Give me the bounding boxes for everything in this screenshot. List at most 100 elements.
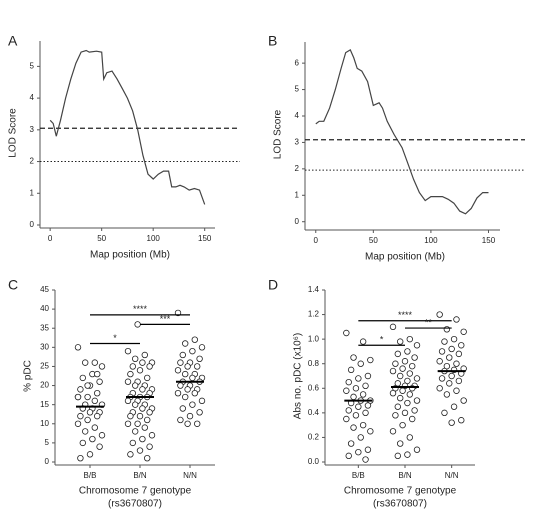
data-point <box>96 443 103 450</box>
data-point <box>350 424 357 431</box>
x-tick-label: 50 <box>97 234 106 243</box>
lod-line <box>49 49 206 205</box>
data-point <box>413 446 421 453</box>
y-tick-label: 1.2 <box>308 310 320 319</box>
data-point <box>139 359 146 366</box>
data-point <box>129 363 136 370</box>
data-point <box>136 367 144 374</box>
data-point <box>455 377 463 385</box>
data-point <box>389 367 397 375</box>
data-point <box>196 355 203 362</box>
data-point <box>343 387 350 394</box>
data-point <box>81 428 89 435</box>
y-tick-label: 4 <box>295 111 300 120</box>
data-point <box>127 412 134 420</box>
data-point <box>450 335 458 343</box>
x-tick-label: 100 <box>424 236 438 245</box>
data-point <box>77 386 84 393</box>
data-point <box>124 347 132 355</box>
data-point <box>441 409 448 417</box>
data-point <box>89 435 96 443</box>
y-tick-label: 1 <box>295 190 300 199</box>
data-point <box>124 420 132 427</box>
data-point <box>399 365 406 372</box>
data-point <box>362 382 369 390</box>
significance-label: ** <box>425 317 433 327</box>
data-point <box>355 448 362 456</box>
data-point <box>79 439 86 447</box>
data-point <box>458 342 465 349</box>
data-point <box>174 390 182 397</box>
y-tick-label: 0.2 <box>308 433 320 442</box>
data-point <box>413 397 421 404</box>
x-tick-label: 150 <box>198 234 212 243</box>
data-point <box>81 359 89 366</box>
data-point <box>448 372 455 380</box>
x-axis-label: Map position (Mb) <box>365 252 445 263</box>
data-point <box>413 375 421 382</box>
data-point <box>74 344 82 351</box>
data-point <box>446 380 453 387</box>
data-point <box>389 323 397 331</box>
y-tick-label: 0 <box>30 220 35 229</box>
data-point <box>352 385 360 392</box>
data-point <box>436 311 443 318</box>
x-axis-label: Chromosome 7 genotype <box>79 486 192 497</box>
data-point <box>84 416 91 424</box>
data-point <box>404 348 411 355</box>
data-point <box>359 338 367 345</box>
data-point <box>399 387 406 394</box>
data-point <box>355 403 362 410</box>
data-point <box>134 321 141 328</box>
data-point <box>139 386 146 393</box>
data-point <box>86 409 94 416</box>
x-tick-label: 0 <box>48 234 53 243</box>
y-tick-label: 40 <box>40 304 49 313</box>
data-point <box>347 440 355 447</box>
data-point <box>404 451 411 458</box>
x-tick-label: B/B <box>84 471 97 480</box>
data-point <box>455 350 463 358</box>
data-point <box>411 407 418 414</box>
x-tick-label: N/N <box>445 471 459 480</box>
data-point <box>91 397 98 405</box>
data-point <box>443 391 451 398</box>
x-axis-label: Chromosome 7 genotype <box>344 486 457 497</box>
data-point <box>196 409 203 416</box>
data-point <box>193 363 201 370</box>
data-point <box>184 363 191 370</box>
data-point <box>177 416 184 424</box>
data-point <box>343 329 350 337</box>
y-tick-label: 0.8 <box>308 359 320 368</box>
data-point <box>193 420 201 427</box>
data-point <box>411 354 418 361</box>
y-tick-label: 1.0 <box>308 334 320 343</box>
data-point <box>406 335 413 343</box>
data-point <box>345 452 352 460</box>
data-point <box>359 391 367 398</box>
x-axis-label: (rs3670807) <box>373 499 427 510</box>
data-point <box>394 452 401 460</box>
data-point <box>443 326 451 333</box>
data-point <box>96 378 103 385</box>
data-point <box>127 370 134 378</box>
data-point <box>131 428 139 435</box>
data-point <box>124 378 132 385</box>
data-point <box>460 397 467 404</box>
y-tick-label: 4 <box>30 93 35 102</box>
data-point <box>127 451 134 458</box>
data-point <box>350 393 357 401</box>
data-point <box>93 370 101 378</box>
data-point <box>397 394 404 402</box>
panel-label: C <box>8 277 18 293</box>
y-tick-label: 5 <box>30 61 35 70</box>
data-point <box>406 434 413 441</box>
data-point <box>364 402 372 409</box>
data-point <box>186 412 194 420</box>
x-tick-label: B/B <box>352 471 365 480</box>
data-point <box>141 424 148 431</box>
data-point <box>191 336 198 343</box>
data-point <box>139 405 146 412</box>
y-tick-label: 45 <box>40 285 49 294</box>
data-point <box>364 446 372 453</box>
